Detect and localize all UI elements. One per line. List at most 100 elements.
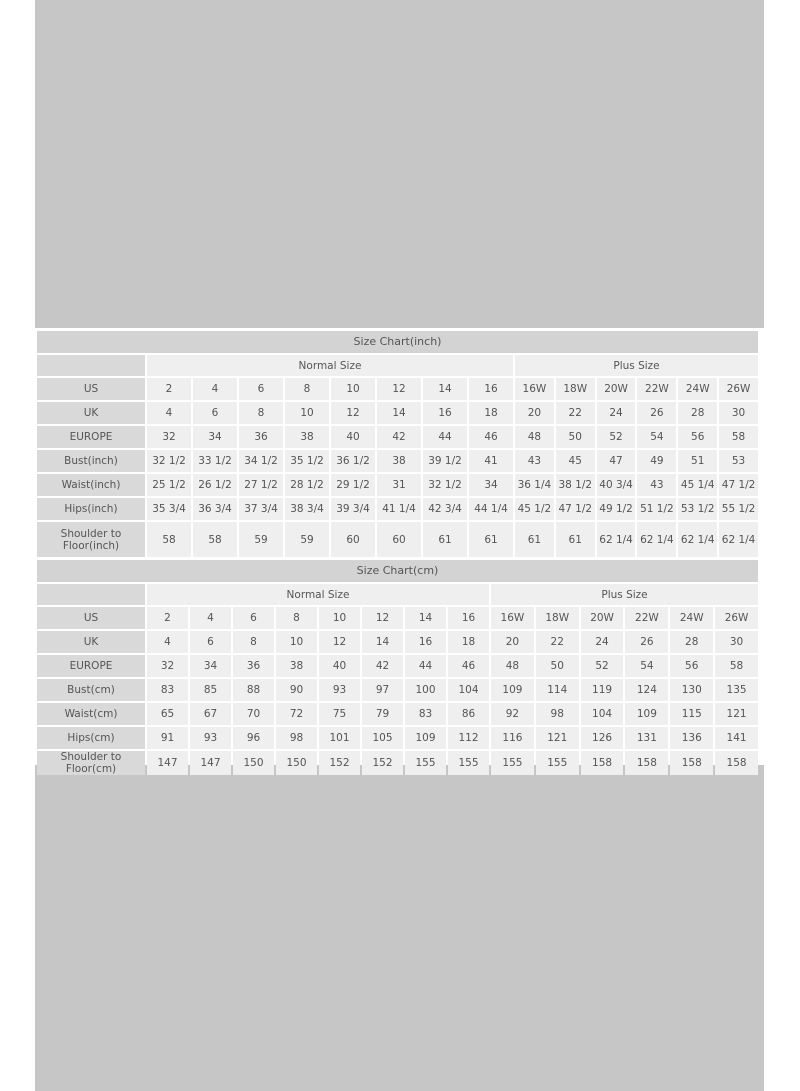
- cell: 10: [276, 631, 317, 653]
- cell: 152: [319, 751, 360, 775]
- table-row: Hips(cm) 91 93 96 98 101 105 109 112 116 121 126 131…: [37, 727, 758, 749]
- cell: 155: [491, 751, 534, 775]
- cell: 38: [377, 450, 421, 472]
- cell: 14: [423, 378, 467, 400]
- cell: 18: [469, 402, 513, 424]
- table-row: Waist(cm) 65 67 70 72 75 79 83 86 92 98 104 109 115 12…: [37, 703, 758, 725]
- cell: 38: [276, 655, 317, 677]
- cell: 2: [147, 607, 188, 629]
- cell: 8: [239, 402, 283, 424]
- cell: 38: [285, 426, 329, 448]
- cell: 62 1/4: [719, 522, 758, 557]
- cell: 8: [285, 378, 329, 400]
- row-label: Shoulder to Floor(inch): [37, 522, 145, 557]
- cell: 36: [233, 655, 274, 677]
- cell: 50: [555, 426, 595, 448]
- cell: 136: [670, 727, 714, 749]
- row-label: US: [37, 378, 145, 400]
- cell: 24W: [670, 607, 714, 629]
- cell: 96: [233, 727, 274, 749]
- cell: 47 1/2: [719, 474, 758, 496]
- cell: 130: [670, 679, 714, 701]
- cell: 44: [423, 426, 467, 448]
- cell: 20W: [580, 607, 624, 629]
- cell: 6: [190, 631, 231, 653]
- cell: 50: [535, 655, 579, 677]
- cell: 35 3/4: [147, 498, 191, 520]
- cell: 158: [670, 751, 714, 775]
- table-title: Size Chart(cm): [37, 560, 758, 582]
- cell: 22W: [625, 607, 669, 629]
- table-title: Size Chart(inch): [37, 331, 758, 353]
- cell: 32: [147, 655, 188, 677]
- cell: 10: [285, 402, 329, 424]
- cell: 52: [596, 426, 636, 448]
- cell: 147: [147, 751, 188, 775]
- table-row: Bust(inch) 32 1/2 33 1/2 34 1/2 35 1/2 36 1/2…: [37, 450, 758, 472]
- cell: 91: [147, 727, 188, 749]
- group-header-normal: Normal Size: [147, 355, 513, 376]
- size-chart-inch: Size Chart(inch) Normal Size Plus Size US 2 4…: [35, 329, 760, 559]
- cell: 85: [190, 679, 231, 701]
- cell: 18W: [535, 607, 579, 629]
- cell: 53: [719, 450, 758, 472]
- cell: 39 3/4: [331, 498, 375, 520]
- cell: 49 1/2: [596, 498, 636, 520]
- cell: 44 1/4: [469, 498, 513, 520]
- cell: 48: [515, 426, 554, 448]
- cell: 115: [670, 703, 714, 725]
- row-label: Hips(cm): [37, 727, 145, 749]
- cell: 41 1/4: [377, 498, 421, 520]
- cell: 46: [448, 655, 489, 677]
- cell: 16: [405, 631, 446, 653]
- cell: 121: [535, 727, 579, 749]
- cell: 60: [331, 522, 375, 557]
- cell: 100: [405, 679, 446, 701]
- cell: 105: [362, 727, 403, 749]
- table-row: UK 4 6 8 10 12 14 16 18 20 22 24 26 28 30: [37, 402, 758, 424]
- cell: 6: [233, 607, 274, 629]
- cell: 14: [362, 631, 403, 653]
- cell: 90: [276, 679, 317, 701]
- cell: 65: [147, 703, 188, 725]
- cell: 92: [491, 703, 534, 725]
- cell: 34: [193, 426, 237, 448]
- cell: 112: [448, 727, 489, 749]
- cell: 116: [491, 727, 534, 749]
- cell: 58: [719, 426, 758, 448]
- cell: 24: [596, 402, 636, 424]
- cell: 4: [193, 378, 237, 400]
- group-header-plus: Plus Size: [491, 584, 758, 605]
- background-top: [35, 0, 764, 328]
- cell: 40 3/4: [596, 474, 636, 496]
- cell: 16: [448, 607, 489, 629]
- cell: 2: [147, 378, 191, 400]
- cell: 79: [362, 703, 403, 725]
- cell: 12: [362, 607, 403, 629]
- cell: 44: [405, 655, 446, 677]
- cell: 25 1/2: [147, 474, 191, 496]
- cell: 104: [580, 703, 624, 725]
- cell: 32 1/2: [147, 450, 191, 472]
- background-bottom: [35, 765, 764, 1091]
- cell: 39 1/2: [423, 450, 467, 472]
- cell: 30: [715, 631, 758, 653]
- cell: 86: [448, 703, 489, 725]
- cell: 42 3/4: [423, 498, 467, 520]
- cell: 52: [580, 655, 624, 677]
- cell: 49: [637, 450, 677, 472]
- cell: 16: [423, 402, 467, 424]
- cell: 109: [625, 703, 669, 725]
- cell: 126: [580, 727, 624, 749]
- cell: 104: [448, 679, 489, 701]
- cell: 6: [239, 378, 283, 400]
- row-label: US: [37, 607, 145, 629]
- cell: 54: [625, 655, 669, 677]
- cell: 26W: [719, 378, 758, 400]
- cell: 61: [469, 522, 513, 557]
- cell: 10: [319, 607, 360, 629]
- cell: 29 1/2: [331, 474, 375, 496]
- cell: 18W: [555, 378, 595, 400]
- cell: 26W: [715, 607, 758, 629]
- corner-cell: [37, 584, 145, 605]
